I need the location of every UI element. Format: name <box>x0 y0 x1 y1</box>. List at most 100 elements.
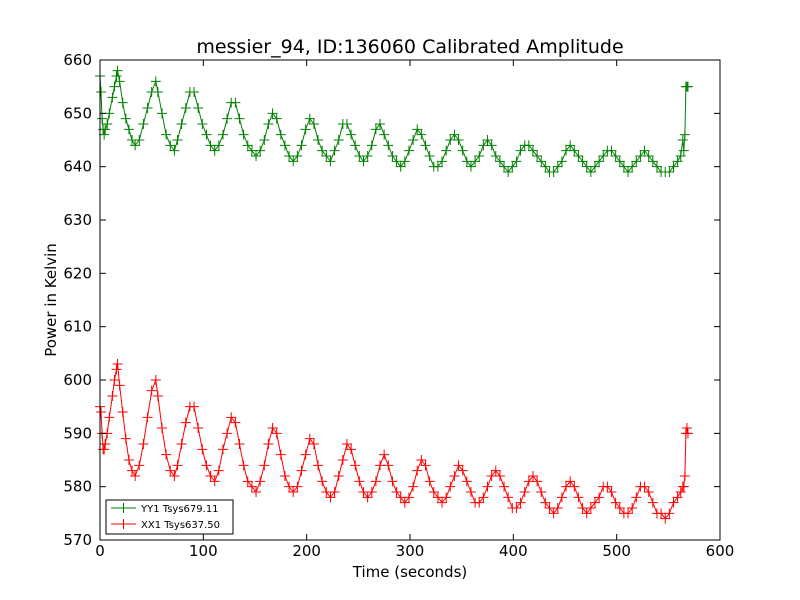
data-point <box>138 119 149 129</box>
data-point <box>230 97 241 108</box>
data-point <box>226 412 237 423</box>
data-point <box>631 156 642 167</box>
data-point <box>209 476 220 487</box>
data-point <box>112 359 123 369</box>
y-tick-label: 570 <box>63 531 92 549</box>
data-point <box>109 375 120 385</box>
data-point <box>304 433 315 444</box>
data-point <box>263 119 274 129</box>
data-point <box>197 119 208 129</box>
data-point <box>96 87 107 97</box>
data-point <box>161 449 172 460</box>
data-point <box>424 476 435 487</box>
data-point <box>117 97 128 108</box>
data-point <box>350 140 361 151</box>
data-point <box>193 103 204 113</box>
data-point <box>614 503 625 513</box>
data-point <box>585 503 596 513</box>
data-point <box>317 145 328 156</box>
data-point <box>606 487 617 497</box>
data-point <box>679 129 690 140</box>
data-point <box>552 161 563 172</box>
data-point <box>375 119 386 129</box>
data-point <box>589 497 600 508</box>
data-point <box>573 492 584 503</box>
data-point <box>201 129 212 140</box>
data-point <box>370 476 381 487</box>
data-point <box>569 481 580 492</box>
data-point <box>267 108 278 119</box>
data-point <box>172 460 183 471</box>
x-tick-label: 600 <box>706 542 735 560</box>
x-tick-label: 500 <box>602 542 631 560</box>
data-point <box>379 449 390 460</box>
data-point <box>209 145 220 156</box>
data-point <box>157 108 167 119</box>
data-point <box>540 161 551 172</box>
data-point <box>346 444 357 455</box>
data-point <box>350 460 361 471</box>
data-point <box>383 460 394 471</box>
data-point <box>548 167 559 177</box>
data-point <box>631 492 642 503</box>
data-point <box>453 135 464 145</box>
data-point <box>585 167 596 177</box>
data-point <box>313 135 324 145</box>
data-point <box>201 460 212 471</box>
data-point <box>217 444 228 455</box>
data-point <box>573 151 584 161</box>
data-point <box>420 140 431 151</box>
data-point <box>152 391 163 401</box>
data-point <box>165 465 176 476</box>
data-point <box>100 439 111 449</box>
x-axis-label: Time (seconds) <box>352 563 468 581</box>
data-point <box>675 151 686 161</box>
y-tick-label: 590 <box>63 424 92 442</box>
data-point <box>123 455 134 465</box>
data-point <box>589 161 600 172</box>
data-point <box>300 449 311 460</box>
data-point <box>437 156 448 167</box>
data-point <box>403 145 414 156</box>
data-point <box>412 124 423 135</box>
data-point <box>104 412 115 423</box>
data-point <box>494 471 505 481</box>
data-point <box>193 423 204 433</box>
data-point <box>259 460 270 471</box>
legend-label-xx1: XX1 Tsys637.50 <box>141 520 220 531</box>
data-point <box>275 449 286 460</box>
data-point <box>614 156 625 167</box>
data-point <box>288 487 299 497</box>
legend: YY1 Tsys679.11 XX1 Tsys637.50 <box>105 499 234 535</box>
data-point <box>610 497 621 508</box>
data-point <box>682 81 693 92</box>
data-point <box>577 156 588 167</box>
data-point <box>511 156 522 167</box>
data-point <box>408 135 419 145</box>
data-point <box>246 481 257 492</box>
data-point <box>123 124 134 135</box>
data-point <box>130 471 141 481</box>
data-point <box>677 135 688 145</box>
data-point <box>120 113 131 124</box>
data-point <box>114 76 125 87</box>
data-point <box>109 81 120 92</box>
data-point <box>486 140 497 151</box>
data-point <box>189 87 200 97</box>
data-point <box>180 103 191 113</box>
data-point <box>399 156 410 167</box>
data-point <box>403 492 414 503</box>
data-point <box>627 503 638 513</box>
y-tick-label: 610 <box>63 318 92 336</box>
data-point <box>672 492 683 503</box>
data-point <box>172 135 183 145</box>
data-point <box>107 391 118 401</box>
data-point <box>441 145 452 156</box>
data-point <box>313 460 324 471</box>
data-point <box>341 119 352 129</box>
data-point <box>333 135 344 145</box>
y-tick-label: 650 <box>63 104 92 122</box>
data-point <box>664 508 675 519</box>
data-point <box>205 471 216 481</box>
data-point <box>150 375 161 385</box>
